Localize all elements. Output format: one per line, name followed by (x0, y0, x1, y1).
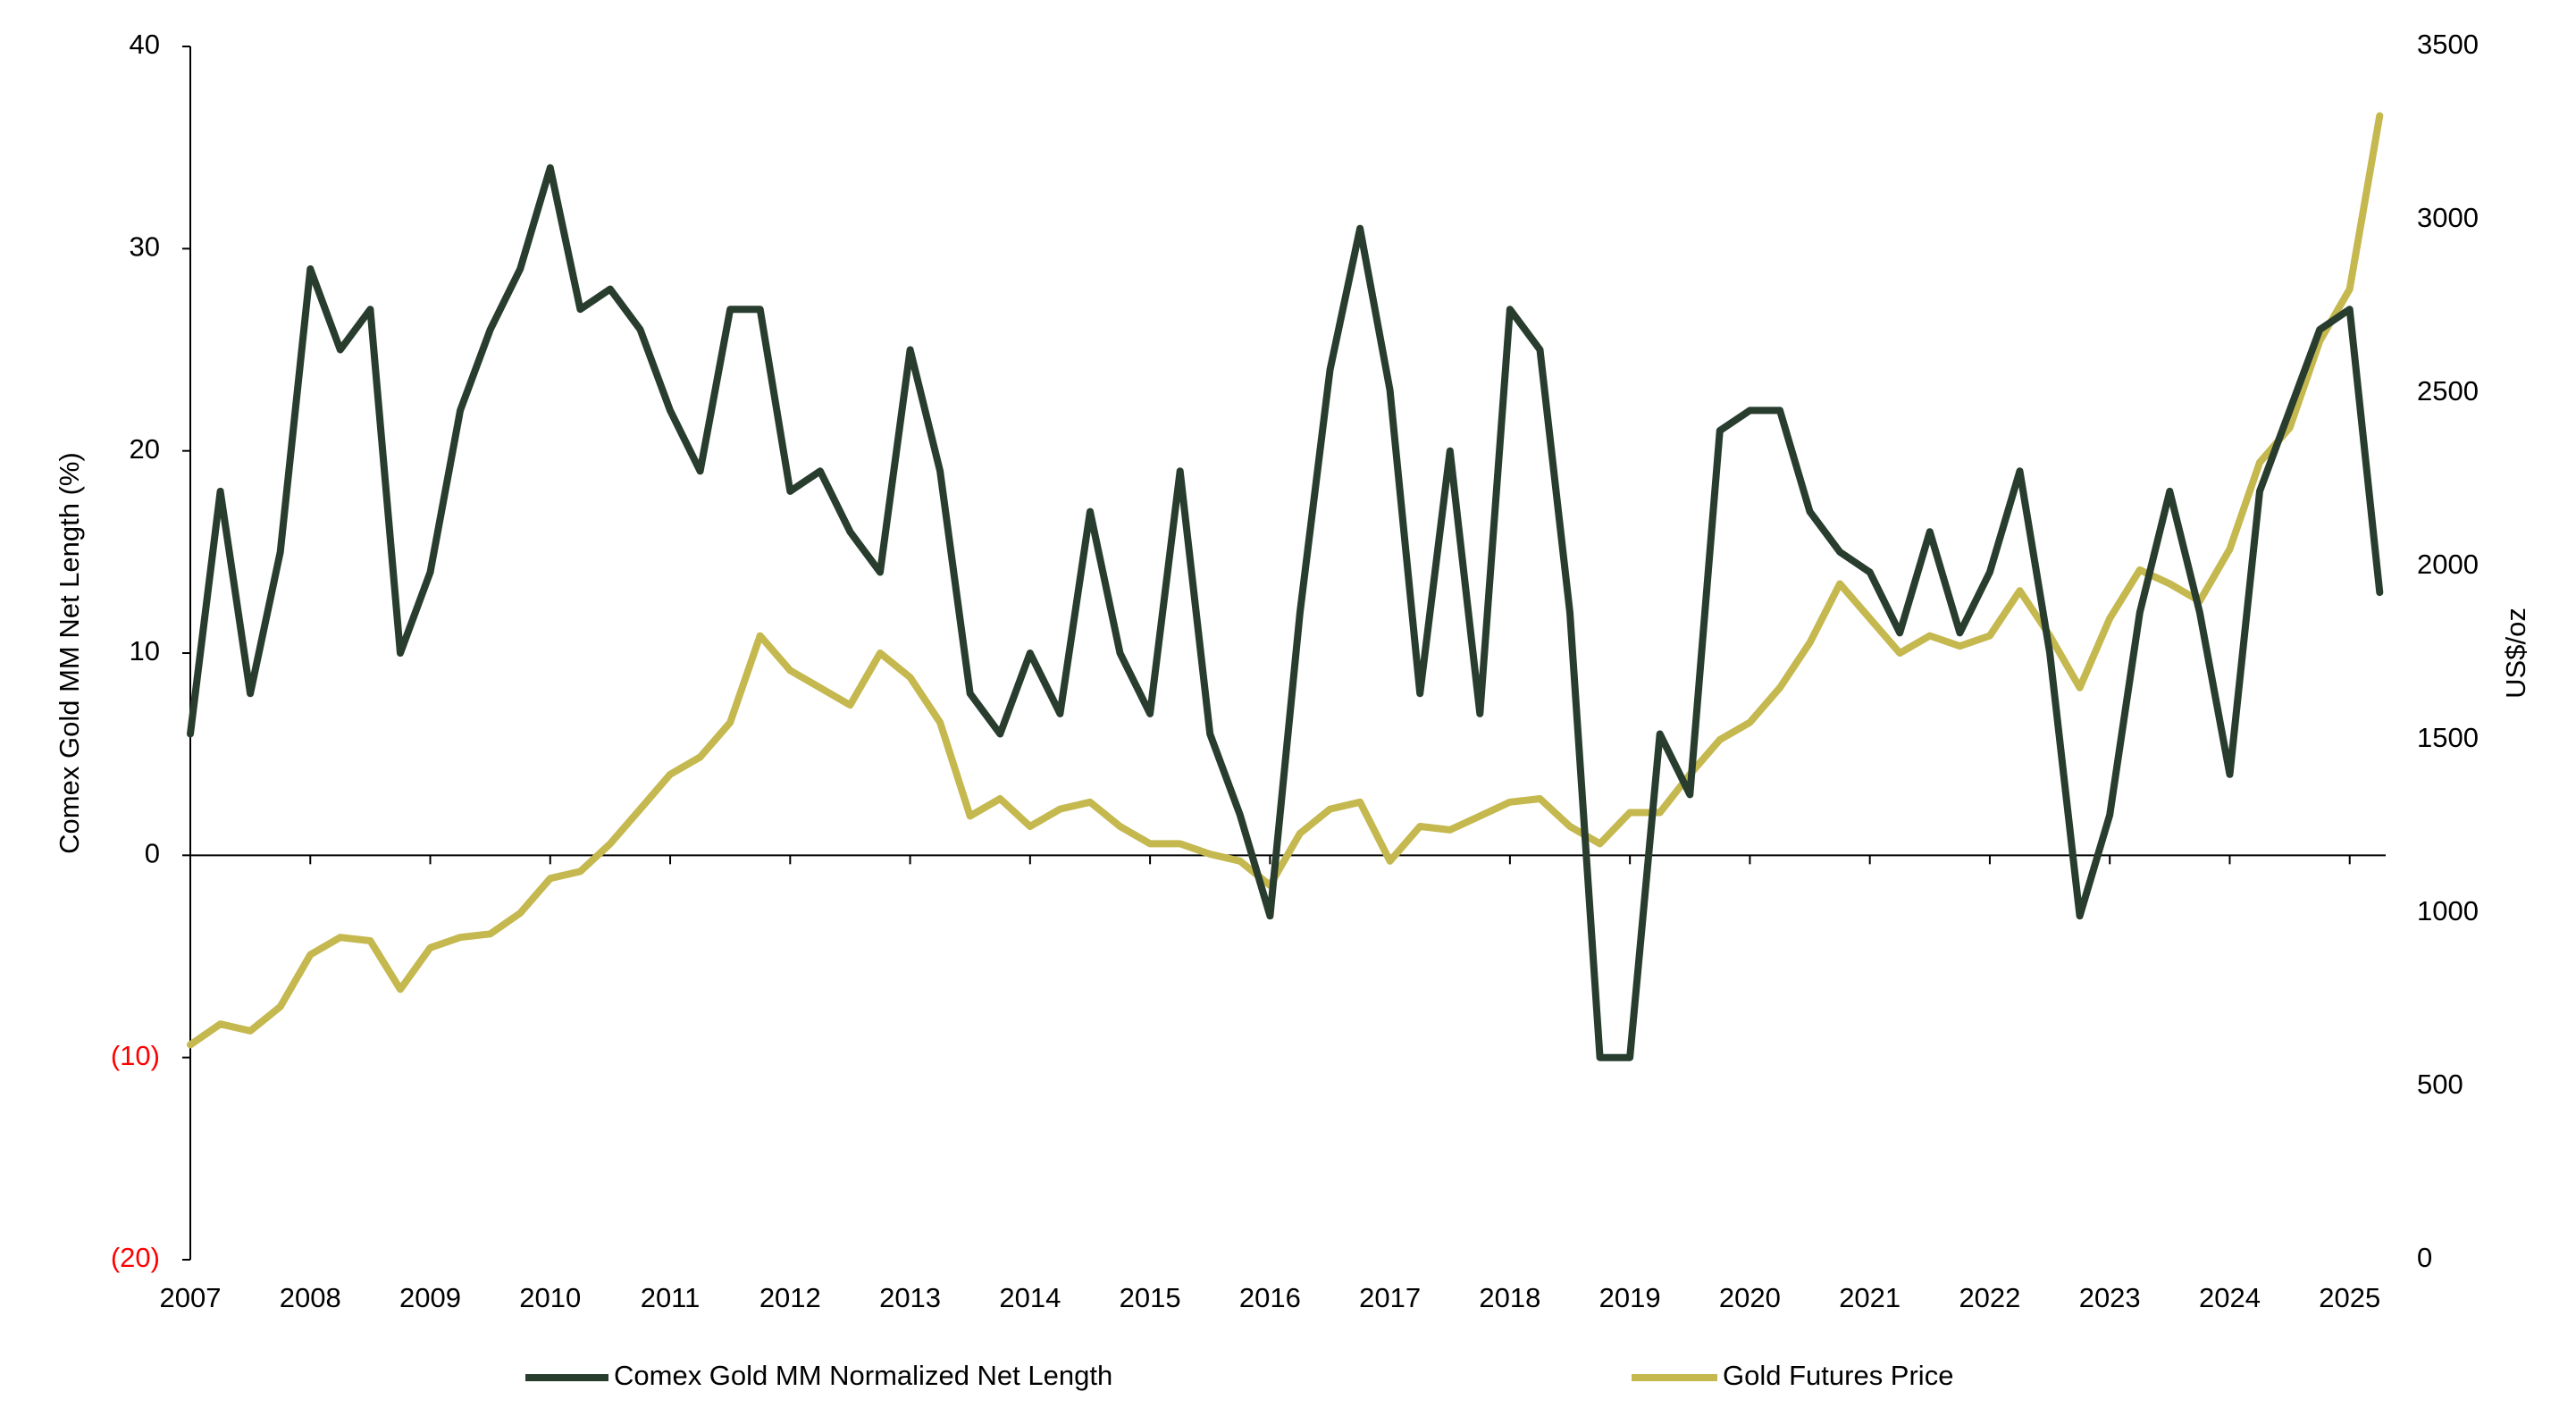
x-tick-label: 2022 (1959, 1282, 2020, 1313)
y2-tick-label: 2000 (2417, 549, 2479, 580)
x-tick-label: 2017 (1359, 1282, 1421, 1313)
x-tick-label: 2018 (1479, 1282, 1540, 1313)
x-tick-label: 2020 (1719, 1282, 1781, 1313)
y2-axis-label: US$/oz (2500, 608, 2531, 699)
x-tick-label: 2024 (2199, 1282, 2261, 1313)
x-tick-label: 2015 (1120, 1282, 1181, 1313)
x-tick-label: 2014 (999, 1282, 1061, 1313)
y-tick-label: 20 (130, 433, 160, 465)
y2-tick-label: 500 (2417, 1069, 2463, 1100)
legend-label: Gold Futures Price (1723, 1360, 1953, 1391)
y2-tick-label: 3500 (2417, 29, 2479, 60)
x-tick-label: 2023 (2079, 1282, 2141, 1313)
y2-tick-label: 1500 (2417, 722, 2479, 753)
x-tick-label: 2007 (160, 1282, 222, 1313)
legend-label: Comex Gold MM Normalized Net Length (614, 1360, 1112, 1391)
y-tick-label: 40 (130, 29, 160, 60)
series-line (187, 163, 2384, 1061)
y-tick-label: (10) (111, 1040, 160, 1071)
y2-tick-label: 1000 (2417, 895, 2479, 926)
x-tick-label: 2010 (519, 1282, 581, 1313)
y2-tick-label: 2500 (2417, 375, 2479, 407)
y-tick-label: 30 (130, 231, 160, 263)
x-tick-label: 2013 (879, 1282, 941, 1313)
x-tick-label: 2012 (759, 1282, 821, 1313)
series-line (187, 112, 2384, 1049)
x-tick-label: 2025 (2319, 1282, 2380, 1313)
y-axis-label: Comex Gold MM Net Length (%) (54, 452, 85, 854)
x-tick-label: 2008 (280, 1282, 341, 1313)
x-tick-label: 2011 (641, 1282, 701, 1313)
y-tick-label: 10 (130, 635, 160, 666)
x-tick-label: 2016 (1239, 1282, 1301, 1313)
x-tick-label: 2019 (1599, 1282, 1661, 1313)
y2-tick-label: 0 (2417, 1242, 2432, 1273)
y-tick-label: 0 (145, 838, 160, 869)
x-tick-label: 2009 (399, 1282, 461, 1313)
y-tick-label: (20) (111, 1242, 160, 1273)
x-tick-label: 2021 (1839, 1282, 1901, 1313)
y2-tick-label: 3000 (2417, 202, 2479, 233)
